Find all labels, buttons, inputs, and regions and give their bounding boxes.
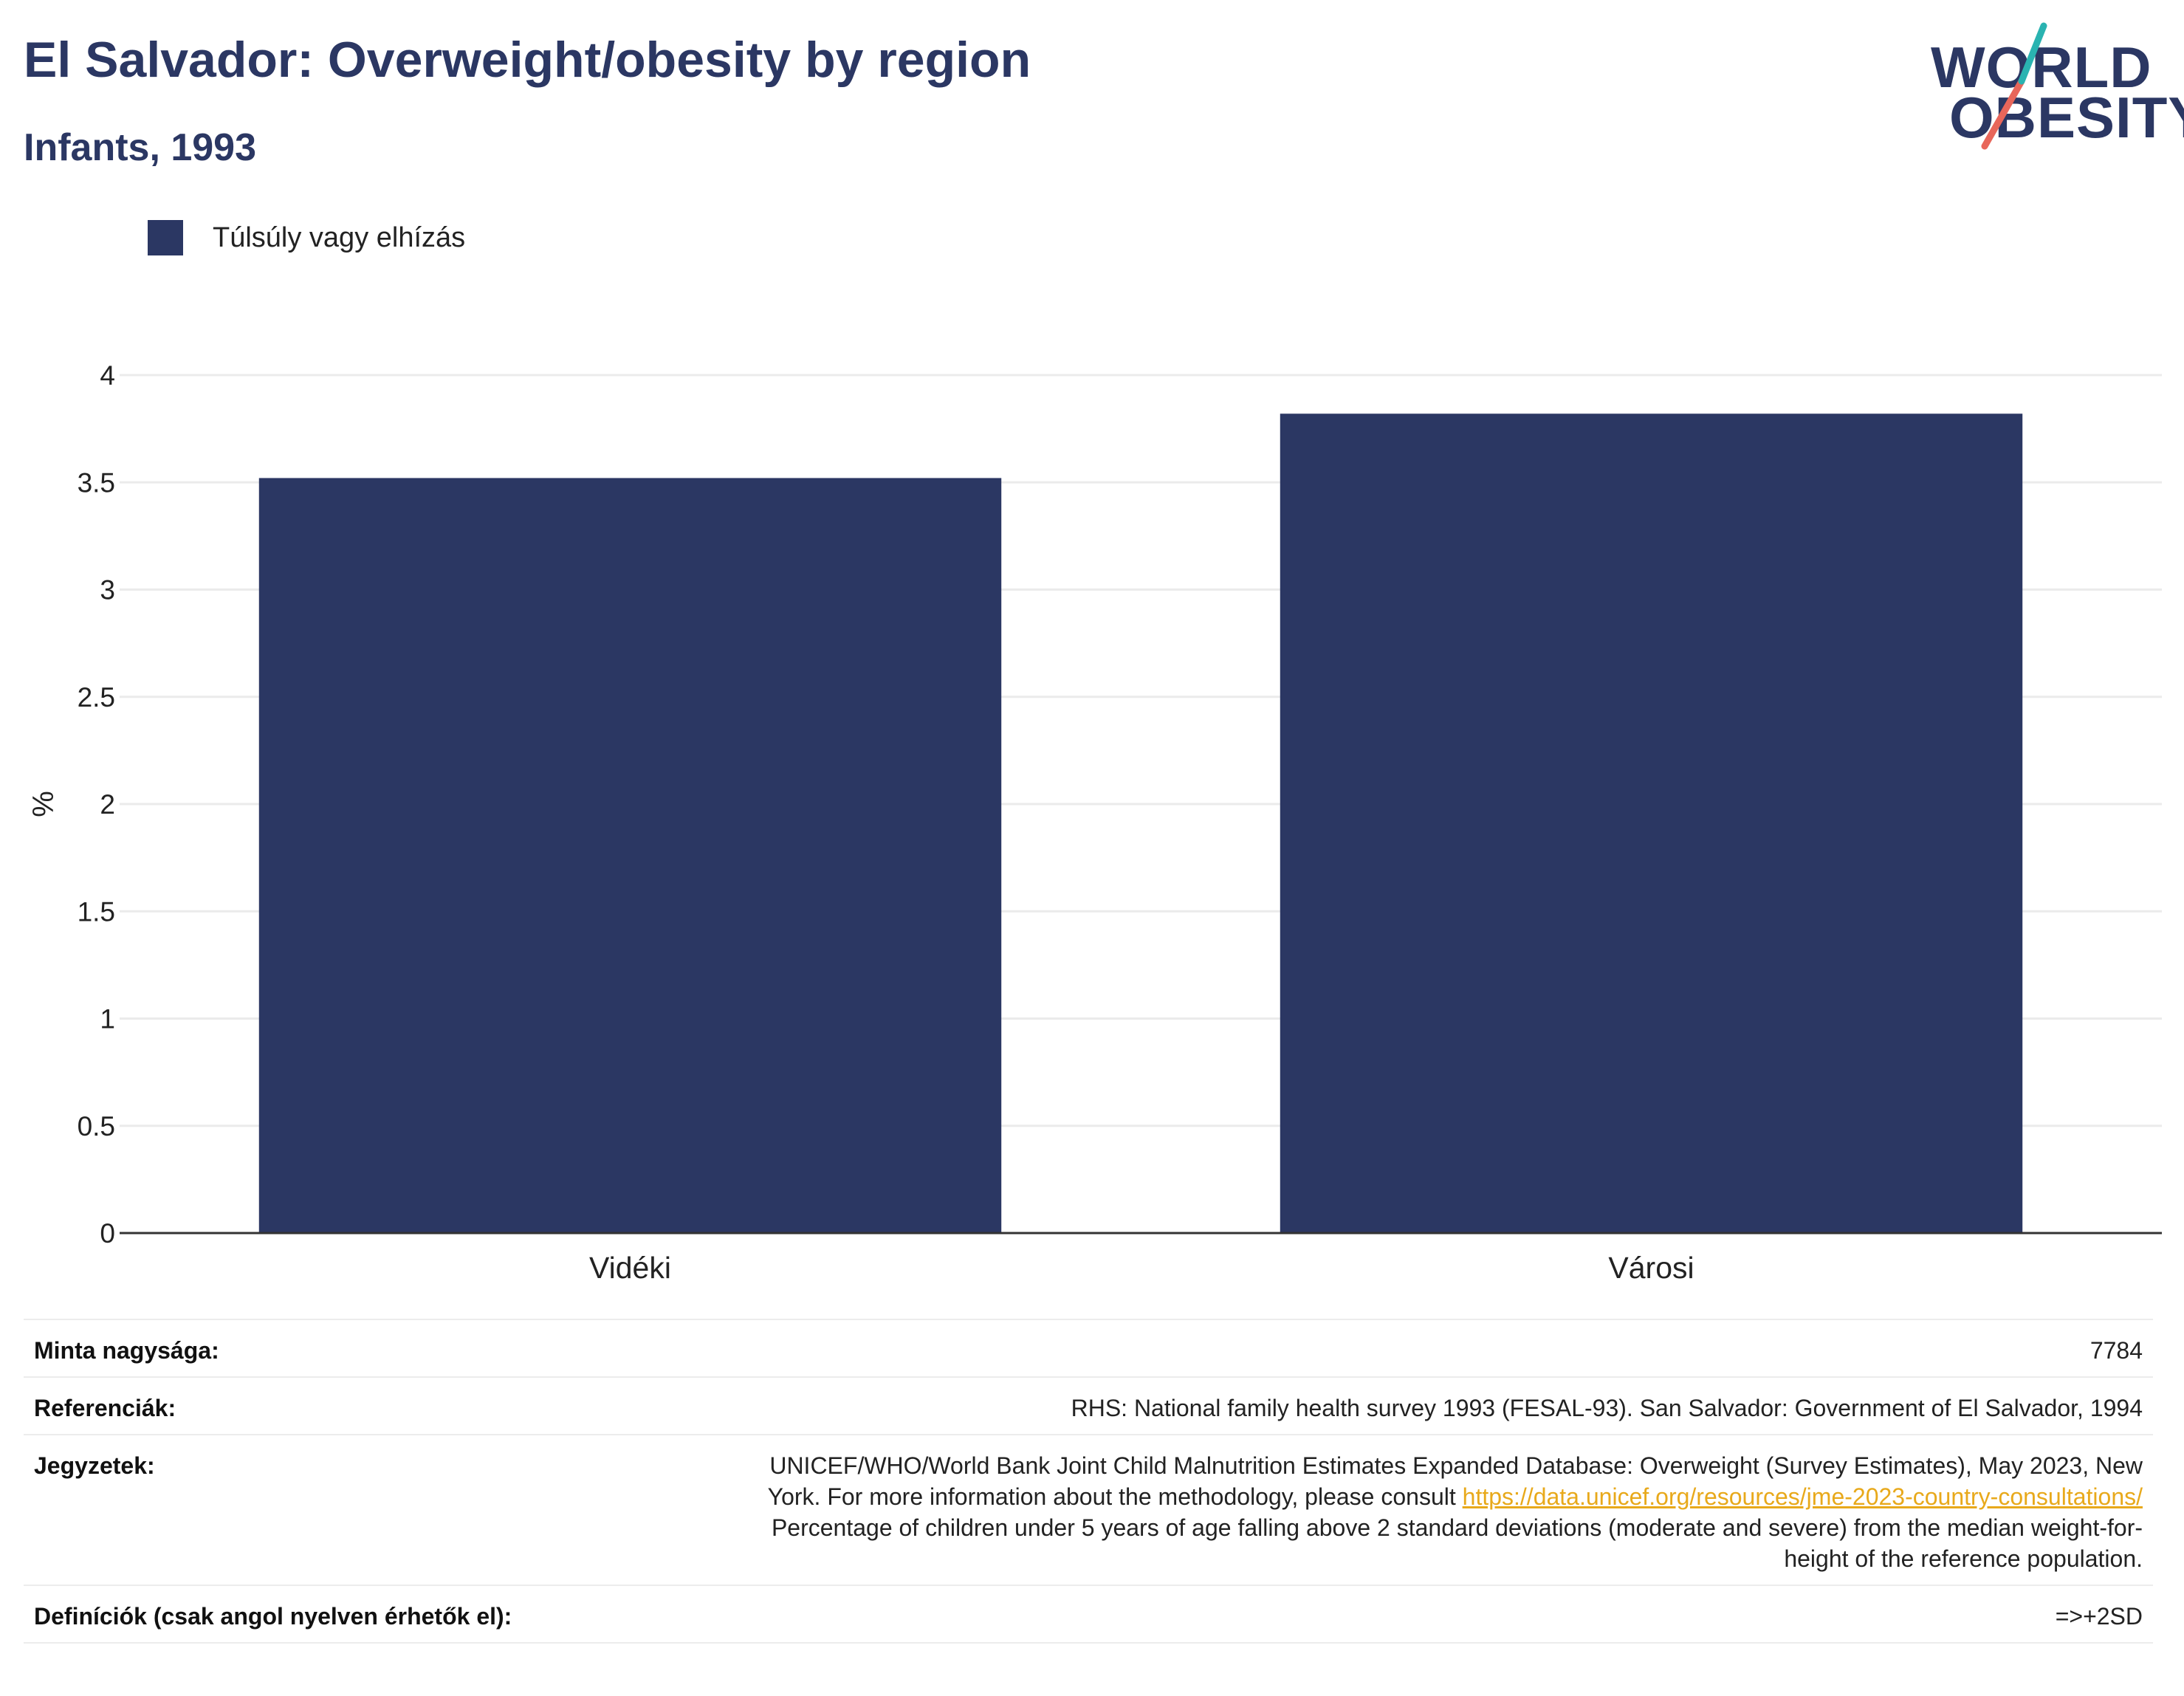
info-row-sample-size: Minta nagysága: 7784 [24, 1319, 2153, 1376]
notes-value: UNICEF/WHO/World Bank Joint Child Malnut… [768, 1450, 2143, 1574]
logo-slash-icon [1981, 22, 2047, 150]
y-tick-label: 1 [100, 1004, 115, 1034]
chart-title: El Salvador: Overweight/obesity by regio… [24, 32, 1031, 88]
bar [258, 478, 1002, 1233]
references-label: Referenciák: [34, 1395, 176, 1421]
info-row-references: Referenciák: RHS: National family health… [24, 1376, 2153, 1434]
notes-line-1: UNICEF/WHO/World Bank Joint Child Malnut… [769, 1452, 2143, 1479]
y-tick-label: 2 [100, 789, 115, 820]
y-tick-label: 0 [100, 1218, 115, 1249]
y-tick-label: 3 [100, 575, 115, 605]
x-category-label: Városi [1608, 1251, 1694, 1285]
y-tick-label: 1.5 [78, 896, 115, 927]
notes-line-3: Percentage of children under 5 years of … [771, 1514, 2143, 1541]
references-value: RHS: National family health survey 1993 … [1071, 1395, 2143, 1421]
sample-size-label: Minta nagysága: [34, 1337, 219, 1364]
y-tick-label: 2.5 [78, 682, 115, 713]
notes-line-2: York. For more information about the met… [767, 1483, 1456, 1510]
legend-swatch [148, 220, 183, 255]
y-axis-label: % [27, 791, 60, 817]
y-tick-label: 4 [100, 360, 115, 391]
info-row-definitions: Definíciók (csak angol nyelven érhetők e… [24, 1585, 2153, 1644]
chart-legend[interactable]: Túlsúly vagy elhízás [148, 220, 465, 255]
y-tick-label: 0.5 [78, 1111, 115, 1141]
x-category-label: Vidéki [589, 1251, 671, 1285]
methodology-link[interactable]: https://data.unicef.org/resources/jme-20… [1462, 1483, 2143, 1510]
definitions-value: =>+2SD [2055, 1603, 2143, 1630]
definitions-label: Definíciók (csak angol nyelven érhetők e… [34, 1603, 512, 1630]
world-obesity-logo[interactable]: WORLD OBESITY [1927, 22, 2184, 155]
bar [1280, 413, 2023, 1233]
notes-line-4: height of the reference population. [1784, 1545, 2143, 1572]
sample-size-value: 7784 [2089, 1337, 2143, 1364]
legend-label: Túlsúly vagy elhízás [213, 222, 466, 253]
bar-chart: 0 0.5 1 1.5 2 2.5 3 3.5 4 Vidéki Városi% [27, 360, 2162, 1285]
chart-subtitle: Infants, 1993 [24, 126, 257, 169]
logo-word-1: WORLD [1931, 35, 2152, 100]
y-tick-label: 3.5 [78, 467, 115, 498]
info-table: Minta nagysága: 7784 Referenciák: RHS: N… [24, 1319, 2153, 1644]
notes-label: Jegyzetek: [34, 1452, 155, 1479]
info-row-notes: Jegyzetek: UNICEF/WHO/World Bank Joint C… [24, 1434, 2153, 1585]
